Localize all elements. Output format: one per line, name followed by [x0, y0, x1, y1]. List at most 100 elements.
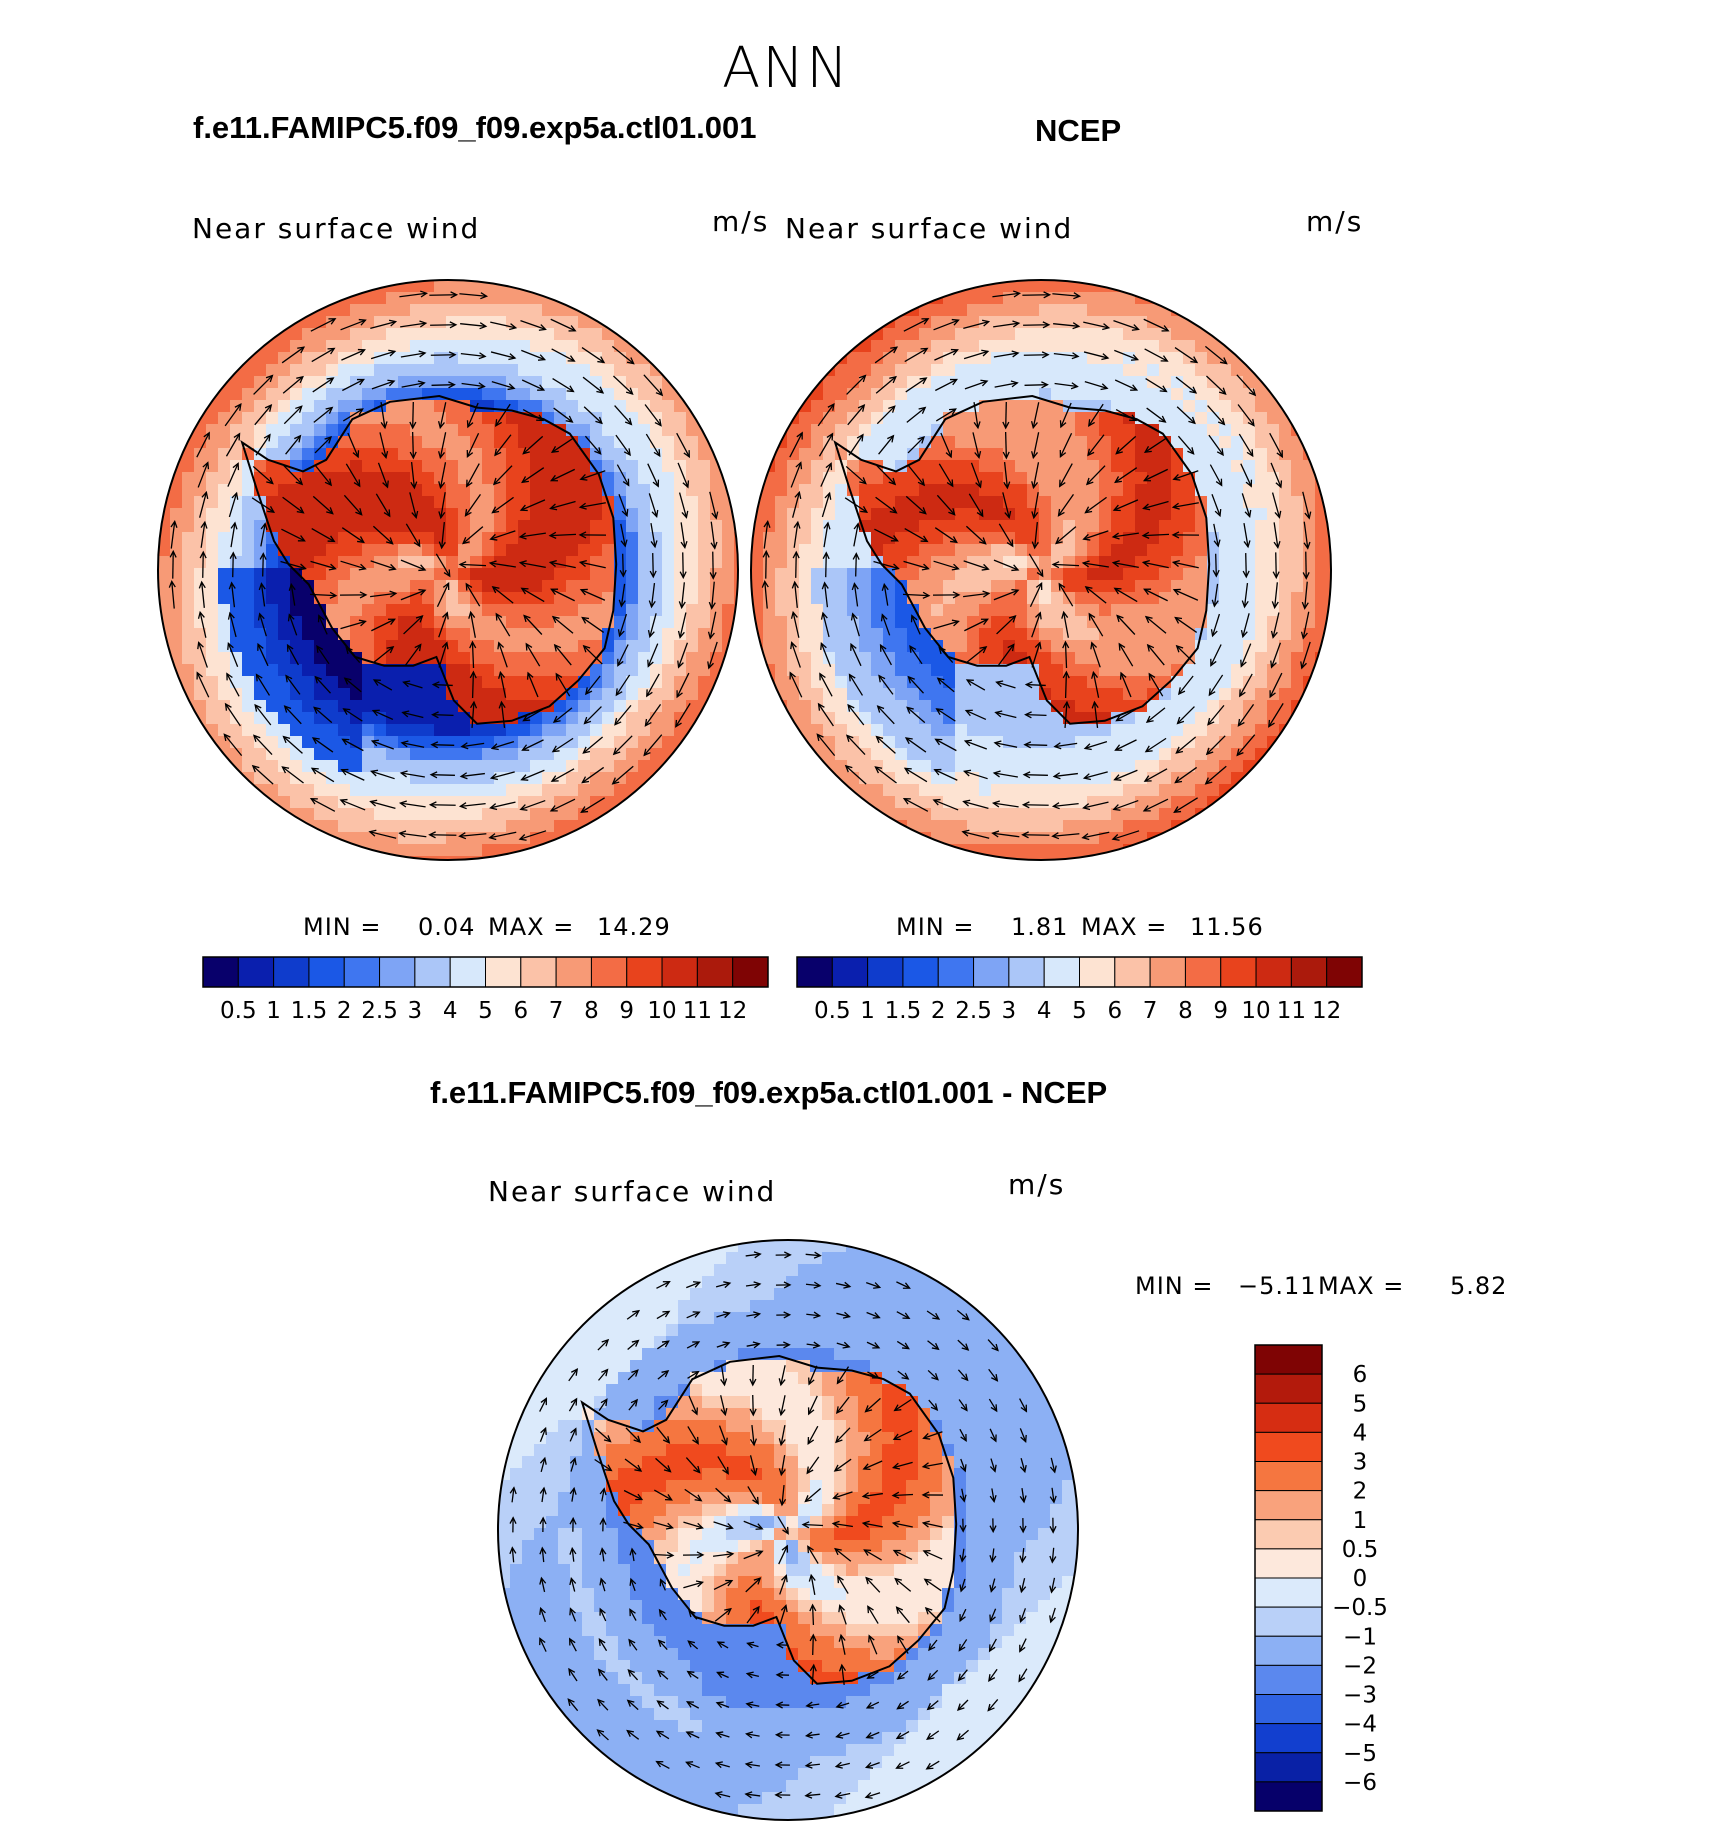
case-title-model: f.e11.FAMIPC5.f09_f09.exp5a.ctl01.001 [193, 110, 757, 145]
colorbar-swatch [590, 956, 628, 988]
colorbar-swatch [1254, 1344, 1323, 1375]
colorbar-swatch [796, 956, 833, 988]
colorbar-tick-label: 8 [584, 998, 599, 1024]
map-panel-2 [497, 1239, 1079, 1821]
colorbar-frame [796, 956, 1363, 988]
colorbar-swatch [696, 956, 734, 988]
colorbar-tick-label: 6 [513, 998, 528, 1024]
colorbar-swatch [661, 956, 698, 988]
colorbar-swatch [1254, 1664, 1323, 1695]
colorbar-tick-label: −0.5 [1332, 1595, 1388, 1621]
max-label-obs: MAX = [1081, 913, 1168, 941]
colorbar-swatch [1254, 1606, 1323, 1637]
map-border-1 [750, 279, 1332, 861]
colorbar-swatch [626, 956, 663, 988]
colorbar-tick-label: 3 [408, 998, 423, 1024]
colorbar-swatch [1220, 956, 1257, 988]
variable-label-model: Near surface wind [192, 212, 481, 245]
colorbar-swatch [1254, 1781, 1323, 1812]
colorbar-1: 0.5 1 1.5 2 2.5 3 4 5 6 7 8 9 10 11 12 [796, 956, 1363, 1024]
colorbar-tick-label: 0.5 [220, 998, 257, 1024]
colorbar-tick-label: 5 [1353, 1391, 1368, 1417]
colorbar-swatch [1254, 1577, 1323, 1608]
colorbar-swatch [1290, 956, 1328, 988]
colorbar-swatch [1254, 1373, 1323, 1404]
colorbar-swatch [520, 956, 557, 988]
colorbar-swatch [1184, 956, 1222, 988]
colorbar-frame [202, 956, 769, 988]
colorbar-swatch [202, 956, 239, 988]
colorbar-tick-label: 12 [1312, 998, 1341, 1024]
colorbar-tick-label: 4 [443, 998, 458, 1024]
colorbar-tick-label: −1 [1343, 1624, 1377, 1650]
case-title-diff: f.e11.FAMIPC5.f09_f09.exp5a.ctl01.001 - … [430, 1075, 1108, 1110]
colorbar-tick-label: 2.5 [361, 998, 398, 1024]
colorbar-tick-label: 4 [1353, 1420, 1368, 1446]
map-panel-0 [157, 279, 739, 861]
colorbar-tick-label: −4 [1343, 1712, 1377, 1738]
colorbar-tick-label: 2 [337, 998, 352, 1024]
colorbar-tick-label: −2 [1343, 1653, 1377, 1679]
colorbar-swatch [343, 956, 381, 988]
colorbar-swatch [1326, 956, 1363, 988]
colorbar-tick-label: 11 [683, 998, 712, 1024]
colorbar-swatch [732, 956, 769, 988]
colorbar-tick-label: −6 [1343, 1770, 1377, 1796]
colorbar-swatch [555, 956, 592, 988]
colorbar-swatch [1079, 956, 1116, 988]
wind-vectors-0 [168, 290, 719, 841]
max-label-model: MAX = [488, 913, 575, 941]
colorbar-tick-label: 2 [1353, 1479, 1368, 1505]
units-label-model: m/s [712, 205, 770, 238]
colorbar-2: 6 5 4 3 2 1 0.5 0 −0.5 −1 −2 −3 −4 −5 −6 [1254, 1344, 1388, 1812]
variable-label-diff: Near surface wind [488, 1175, 777, 1208]
colorbar-tick-label: 1 [860, 998, 875, 1024]
colorbar-swatch [1254, 1635, 1323, 1666]
min-label-obs: MIN = [896, 913, 975, 941]
filled-contours-0 [158, 280, 738, 860]
colorbar-swatch [1254, 1490, 1323, 1521]
colorbar-tick-label: 9 [619, 998, 634, 1024]
wind-vectors-2 [509, 1251, 1057, 1799]
colorbar-tick-label: 2.5 [955, 998, 992, 1024]
colorbar-tick-label: −5 [1343, 1741, 1377, 1767]
page-title: ANN [722, 36, 851, 101]
map-border-2 [497, 1239, 1079, 1821]
max-value-diff: 5.82 [1450, 1272, 1508, 1300]
min-value-obs: 1.81 [1011, 913, 1069, 941]
colorbar-tick-label: 0 [1353, 1566, 1368, 1592]
colorbar-swatch [1254, 1694, 1323, 1725]
colorbar-tick-label: 6 [1353, 1362, 1368, 1388]
colorbar-swatch [237, 956, 275, 988]
colorbar-swatch [1254, 1431, 1323, 1462]
max-value-model: 14.29 [597, 913, 671, 941]
min-label-diff: MIN = [1135, 1272, 1214, 1300]
colorbar-swatch [937, 956, 975, 988]
colorbar-swatch [308, 956, 345, 988]
wind-vectors-1 [761, 290, 1312, 841]
colorbar-tick-label: 5 [478, 998, 493, 1024]
colorbar-swatch [1254, 1519, 1323, 1550]
colorbar-tick-label: 2 [931, 998, 946, 1024]
coastline-2 [580, 1354, 958, 1685]
min-label-model: MIN = [303, 913, 382, 941]
colorbar-tick-label: 0.5 [1342, 1537, 1379, 1563]
colorbar-swatch [902, 956, 939, 988]
case-title-obs: NCEP [1035, 113, 1122, 148]
colorbar-tick-label: 3 [1353, 1450, 1368, 1476]
units-label-obs: m/s [1306, 205, 1364, 238]
colorbar-tick-label: 7 [1143, 998, 1158, 1024]
colorbar-swatch [1254, 1461, 1323, 1492]
colorbar-tick-label: 1.5 [885, 998, 922, 1024]
coastline-0 [240, 394, 618, 725]
colorbar-swatch [1254, 1402, 1323, 1433]
colorbar-tick-label: 5 [1072, 998, 1087, 1024]
colorbar-tick-label: 1.5 [291, 998, 328, 1024]
colorbar-tick-label: 6 [1107, 998, 1122, 1024]
filled-contours-1 [751, 280, 1331, 860]
colorbar-tick-label: 0.5 [814, 998, 851, 1024]
colorbar-swatch [1149, 956, 1186, 988]
map-border-0 [157, 279, 739, 861]
colorbar-swatch [867, 956, 904, 988]
